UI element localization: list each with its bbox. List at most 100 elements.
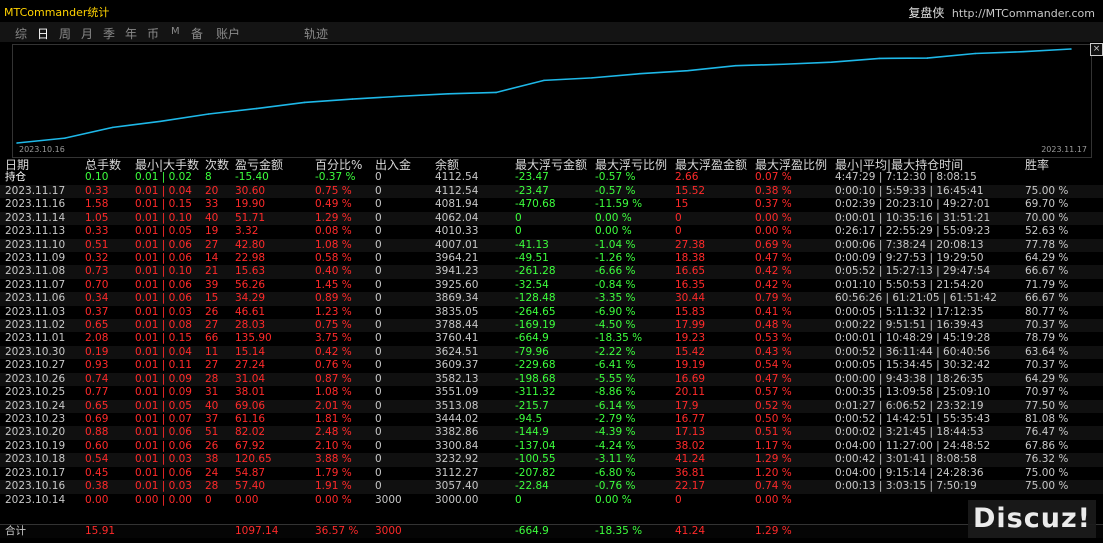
cell-max-float-loss: -261.28 <box>515 265 556 278</box>
cell-max-float-loss: -41.13 <box>515 238 549 251</box>
table-row[interactable]: 2023.11.10 0.51 0.01 | 0.06 27 42.80 1.08 % 0 4… <box>0 238 1103 252</box>
tab-track[interactable]: 轨迹 <box>304 27 329 41</box>
cell-max-float-loss: 0 <box>515 493 522 506</box>
cell-win-rate: 70.37 % <box>1025 359 1069 372</box>
cell-win-rate: 76.32 % <box>1025 453 1069 466</box>
cell-max-float-loss: -128.48 <box>515 292 556 305</box>
tab-account[interactable]: 账户 <box>216 27 241 41</box>
table-row[interactable]: 2023.10.27 0.93 0.01 | 0.11 27 27.24 0.76 % 0 3… <box>0 359 1103 372</box>
table-header: 日期 总手数 最小|大手数 次数 盈亏金额 百分比% 出入金 余额 最大浮亏金额… <box>0 158 1103 172</box>
cell-deposit-withdraw: 0 <box>375 466 382 479</box>
table-row[interactable]: 2023.10.18 0.54 0.01 | 0.03 38 120.65 3.88 % 0… <box>0 453 1103 467</box>
cell-min-max-lots: 0.01 | 0.06 <box>135 426 192 439</box>
close-icon[interactable]: × <box>1090 43 1103 56</box>
balance-point <box>1022 50 1024 53</box>
header-total-lots[interactable]: 总手数 <box>85 158 122 172</box>
table-row[interactable]: 2023.11.17 0.33 0.01 | 0.04 20 30.60 0.75 % 0 4… <box>0 184 1103 199</box>
cell-min-max-lots: 0.01 | 0.05 <box>135 225 192 238</box>
table-row[interactable]: 2023.11.06 0.34 0.01 | 0.06 15 34.29 0.89 % 0 3… <box>0 292 1103 306</box>
tab-backup[interactable]: 备 <box>191 27 204 41</box>
tab-summary[interactable]: 综 <box>15 27 28 41</box>
table-row[interactable]: 2023.11.01 2.08 0.01 | 0.15 66 135.90 3.75 % 0… <box>0 332 1103 345</box>
cell-date: 2023.11.02 <box>5 319 66 332</box>
header-hold-time[interactable]: 最小|平均|最大持仓时间 <box>835 158 964 172</box>
table-row[interactable]: 2023.11.03 0.37 0.01 | 0.03 26 46.61 1.23 % 0 3… <box>0 306 1103 319</box>
cell-balance: 3835.05 <box>435 305 479 318</box>
cell-total-lots: 1.05 <box>85 211 109 224</box>
header-balance[interactable]: 余额 <box>435 158 460 172</box>
brand[interactable]: 复盘侠 http://MTCommander.com <box>908 4 1095 21</box>
tab-week[interactable]: 周 <box>59 27 72 41</box>
cell-count: 27 <box>205 319 219 332</box>
cell-max-float-profit: 27.38 <box>675 238 706 251</box>
cell-max-float-loss-pct: -6.80 % <box>595 466 636 479</box>
table-row[interactable]: 2023.11.14 1.05 0.01 | 0.10 40 51.71 1.29 % 0 4… <box>0 211 1103 226</box>
table-row[interactable]: 2023.10.19 0.60 0.01 | 0.06 26 67.92 2.10 % 0 3… <box>0 440 1103 453</box>
table-row[interactable]: 2023.11.09 0.32 0.01 | 0.06 14 22.98 0.58 % 0 3… <box>0 252 1103 265</box>
tab-quarter[interactable]: 季 <box>103 27 116 41</box>
table-row[interactable]: 2023.10.30 0.19 0.01 | 0.04 11 15.14 0.42 % 0 3… <box>0 345 1103 360</box>
table-row[interactable]: 2023.10.20 0.88 0.01 | 0.06 51 82.02 2.48 % 0 3… <box>0 426 1103 440</box>
balance-point <box>351 98 354 100</box>
table-row[interactable]: 2023.11.08 0.73 0.01 | 0.10 21 15.63 0.40 % 0 3… <box>0 265 1103 279</box>
header-deposit-withdraw[interactable]: 出入金 <box>375 158 412 172</box>
table-row[interactable]: 2023.10.24 0.65 0.01 | 0.05 40 69.06 2.01 % 0 3… <box>0 399 1103 414</box>
balance-point <box>782 63 785 66</box>
cell-count: 31 <box>205 386 219 399</box>
cell-max-float-loss-pct: -8.86 % <box>595 386 636 399</box>
cell-win-rate: 78.79 % <box>1025 332 1069 345</box>
stats-table: 日期 总手数 最小|大手数 次数 盈亏金额 百分比% 出入金 余额 最大浮亏金额… <box>0 158 1103 507</box>
table-row[interactable]: 2023.11.16 1.58 0.01 | 0.15 33 19.90 0.49 % 0 4… <box>0 198 1103 211</box>
tab-m[interactable]: M <box>171 26 180 37</box>
table-row[interactable]: 2023.10.25 0.77 0.01 | 0.09 31 38.01 1.08 % 0 3… <box>0 386 1103 399</box>
table-row[interactable]: 2023.11.13 0.33 0.01 | 0.05 19 3.32 0.08 % 0 40… <box>0 225 1103 238</box>
table-row[interactable]: 2023.10.14 0.00 0.00 | 0.00 0 0.00 0.00 % 3000… <box>0 494 1103 507</box>
header-profit[interactable]: 盈亏金额 <box>235 158 284 172</box>
tab-day[interactable]: 日 <box>37 27 50 41</box>
cell-balance: 3964.21 <box>435 251 479 264</box>
cell-deposit-withdraw: 0 <box>375 319 382 332</box>
app-title: MTCommander统计 <box>4 6 110 19</box>
cell-max-float-loss: -264.65 <box>515 305 556 318</box>
header-date[interactable]: 日期 <box>5 158 30 172</box>
cell-win-rate: 52.63 % <box>1025 225 1069 238</box>
table-row[interactable]: 2023.10.17 0.45 0.01 | 0.06 24 54.87 1.79 % 0 3… <box>0 467 1103 480</box>
cell-hold-time: 0:26:17 | 22:55:29 | 55:09:23 <box>835 225 991 238</box>
cell-date: 2023.10.17 <box>5 466 66 479</box>
cell-min-max-lots: 0.01 | 0.04 <box>135 345 192 358</box>
header-win-rate[interactable]: 胜率 <box>1025 158 1050 172</box>
header-min-max-lots[interactable]: 最小|大手数 <box>135 158 200 172</box>
cell-max-float-profit-pct: 0.52 % <box>755 399 792 412</box>
cell-percent: 0.75 % <box>315 319 352 332</box>
table-row[interactable]: 2023.11.07 0.70 0.01 | 0.06 39 56.26 1.45 % 0 3… <box>0 279 1103 292</box>
cell-deposit-withdraw: 0 <box>375 345 382 358</box>
daily-rows: 2023.11.17 0.33 0.01 | 0.04 20 30.60 0.75 % 0 4… <box>0 184 1103 507</box>
header-max-float-loss[interactable]: 最大浮亏金额 <box>515 158 588 172</box>
header-max-float-profit-pct[interactable]: 最大浮盈比例 <box>755 158 828 172</box>
header-percent[interactable]: 百分比% <box>315 158 363 172</box>
cell-max-float-loss: -23.47 <box>515 184 549 197</box>
cell-percent: 0.49 % <box>315 198 352 211</box>
tab-month[interactable]: 月 <box>81 27 94 41</box>
table-row[interactable]: 2023.11.02 0.65 0.01 | 0.08 27 28.03 0.75 % 0 3… <box>0 319 1103 333</box>
holding-row[interactable]: 持仓 0.10 0.01 | 0.02 8 -15.40 -0.37 % 0 4… <box>0 171 1103 184</box>
cell-max-float-loss: -198.68 <box>515 372 556 385</box>
tab-currency[interactable]: 币 <box>147 27 160 41</box>
header-max-float-loss-pct[interactable]: 最大浮亏比例 <box>595 158 668 172</box>
cell-profit: 28.03 <box>235 319 266 332</box>
cell-max-float-profit-pct: 0.41 % <box>755 305 792 318</box>
table-row[interactable]: 2023.10.26 0.74 0.01 | 0.09 28 31.04 0.87 % 0 3… <box>0 372 1103 387</box>
balance-point <box>878 57 881 60</box>
cell-balance: 3513.08 <box>435 399 479 412</box>
header-count[interactable]: 次数 <box>205 158 230 172</box>
cell-percent: 1.29 % <box>315 211 352 224</box>
tab-year[interactable]: 年 <box>125 27 138 41</box>
table-row[interactable]: 2023.10.23 0.69 0.01 | 0.07 37 61.16 1.81 % 0 3… <box>0 413 1103 426</box>
cell-min-max-lots: 0.01 | 0.06 <box>135 439 192 452</box>
cell-profit: 22.98 <box>235 251 266 264</box>
cell-count: 27 <box>205 238 219 251</box>
brand-url[interactable]: http://MTCommander.com <box>951 7 1095 20</box>
table-row[interactable]: 2023.10.16 0.38 0.01 | 0.03 28 57.40 1.91 % 0 3… <box>0 480 1103 494</box>
cell-total-lots: 0.93 <box>85 359 109 372</box>
header-max-float-profit[interactable]: 最大浮盈金额 <box>675 158 748 172</box>
